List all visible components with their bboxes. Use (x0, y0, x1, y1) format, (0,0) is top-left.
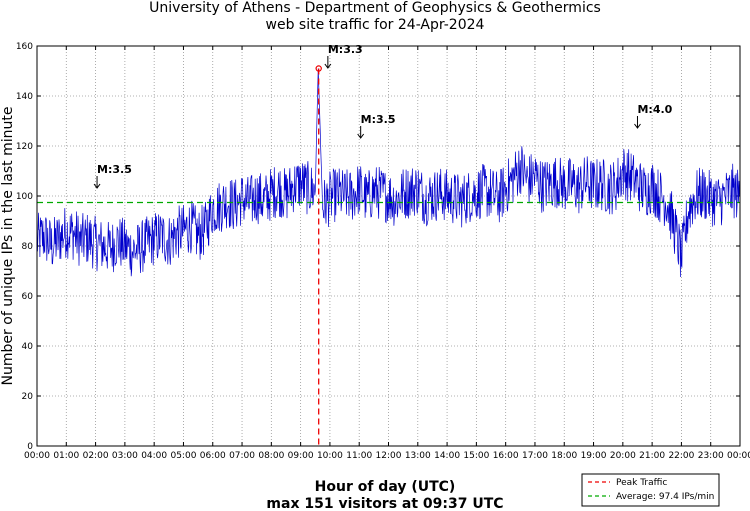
x-tick-label: 04:00 (141, 451, 167, 461)
chart-subtitle: web site traffic for 24-Apr-2024 (266, 17, 485, 33)
x-tick-label: 10:00 (317, 451, 343, 461)
x-tick-label: 14:00 (434, 451, 460, 461)
x-tick-label: 20:00 (610, 451, 636, 461)
x-tick-label: 23:00 (698, 451, 724, 461)
x-tick-label: 17:00 (522, 451, 548, 461)
peak-marker (315, 65, 322, 72)
x-tick-label: 16:00 (493, 451, 519, 461)
x-tick-label: 03:00 (112, 451, 138, 461)
x-tick-label: 19:00 (581, 451, 607, 461)
plot-frame (36, 45, 741, 447)
x-tick-label: 08:00 (258, 451, 284, 461)
quake-arrow-head-icon (634, 123, 641, 129)
chart-title: University of Athens - Department of Geo… (149, 0, 601, 16)
x-tick-label: 02:00 (83, 451, 109, 461)
grid (37, 46, 740, 446)
x-tick-label: 13:00 (405, 451, 431, 461)
quake-annotation-label: M:3.5 (97, 163, 132, 176)
quake-arrow-head-icon (93, 183, 101, 189)
y-tick-label: 160 (16, 42, 33, 52)
y-axis-label: Number of unique IPs in the last minute (0, 107, 16, 386)
quake-annotation-label: M:3.5 (361, 113, 396, 126)
legend: Peak Traffic Average: 97.4 IPs/min (581, 473, 720, 507)
x-tick-label: 15:00 (463, 451, 489, 461)
quake-arrow-head-icon (357, 133, 365, 139)
x-tick-label: 06:00 (200, 451, 226, 461)
x-tick-label: 18:00 (551, 451, 577, 461)
x-tick-label: 12:00 (376, 451, 402, 461)
x-tick-label: 09:00 (288, 451, 314, 461)
x-tick-label: 22:00 (668, 451, 694, 461)
quake-annotation-label: M:3.3 (328, 43, 363, 56)
x-axis-sublabel: max 151 visitors at 09:37 UTC (266, 496, 503, 511)
quake-arrow-head-icon (324, 63, 332, 69)
x-tick-label: 00:00 (727, 451, 750, 461)
y-tick-label: 40 (22, 342, 34, 352)
quake-annotation-label: M:4.0 (637, 103, 672, 116)
y-tick-label: 60 (22, 292, 34, 302)
x-tick-label: 21:00 (639, 451, 665, 461)
legend-peak-label: Peak Traffic (616, 478, 667, 488)
x-tick-label: 07:00 (229, 451, 255, 461)
legend-box (581, 473, 720, 507)
x-axis-label: Hour of day (UTC) (315, 479, 456, 495)
x-tick-label: 05:00 (170, 451, 196, 461)
y-tick-label: 140 (16, 92, 33, 102)
y-tick-label: 0 (27, 442, 33, 452)
y-tick-label: 20 (22, 392, 34, 402)
x-tick-label: 11:00 (346, 451, 372, 461)
x-tick-label: 00:00 (24, 451, 50, 461)
y-tick-label: 120 (16, 142, 33, 152)
y-tick-label: 80 (22, 242, 34, 252)
y-tick-label: 100 (16, 192, 33, 202)
legend-average-label: Average: 97.4 IPs/min (616, 492, 714, 502)
x-tick-label: 01:00 (53, 451, 79, 461)
series (36, 65, 740, 446)
annotations: M:3.5 M:3.3 M:3.5 M:4.0 (93, 43, 673, 189)
